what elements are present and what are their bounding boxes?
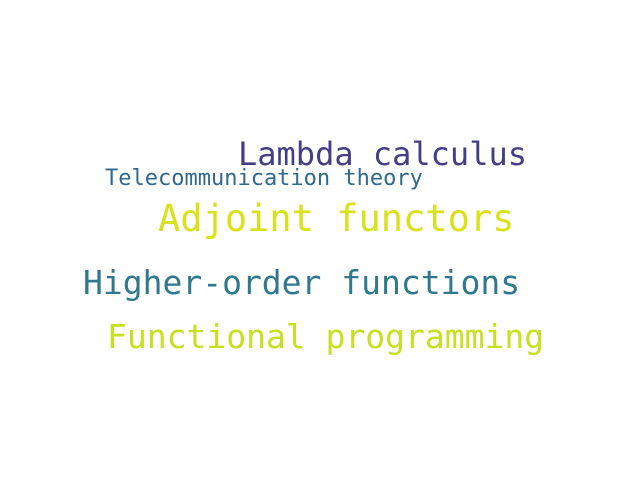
word-higher-order-functions: Higher-order functions: [83, 263, 521, 302]
word-lambda-calculus: Lambda calculus: [238, 135, 527, 173]
word-functional-programming: Functional programming: [107, 317, 545, 356]
word-adjoint-functors: Adjoint functors: [158, 197, 515, 240]
word-telecommunication-theory: Telecommunication theory: [105, 166, 423, 191]
